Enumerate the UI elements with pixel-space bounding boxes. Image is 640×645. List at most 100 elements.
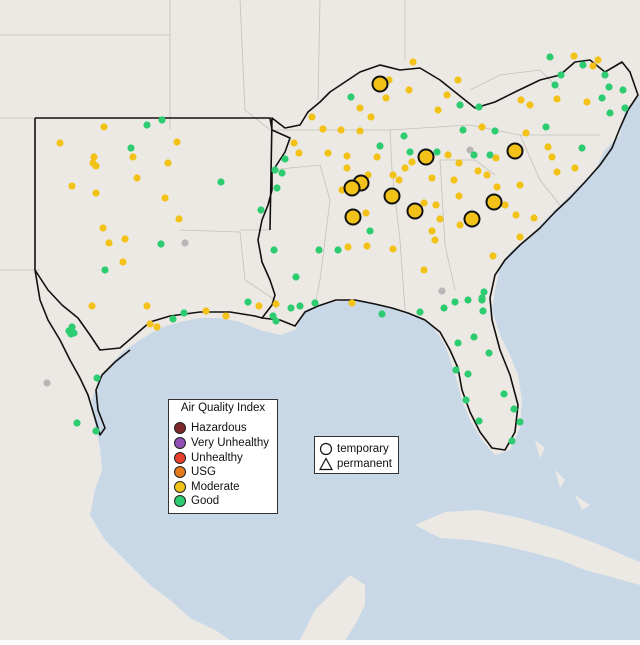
good-monitor[interactable] <box>480 288 488 296</box>
good-monitor[interactable] <box>508 437 516 445</box>
moderate-monitor[interactable] <box>483 171 491 179</box>
moderate-monitor[interactable] <box>99 224 107 232</box>
moderate-monitor[interactable] <box>153 323 161 331</box>
good-monitor[interactable] <box>486 151 494 159</box>
good-monitor[interactable] <box>598 94 606 102</box>
good-monitor[interactable] <box>378 310 386 318</box>
good-monitor[interactable] <box>281 155 289 163</box>
moderate-monitor[interactable] <box>68 182 76 190</box>
moderate-monitor[interactable] <box>344 243 352 251</box>
temporary-moderate-monitor[interactable] <box>344 208 362 226</box>
no-data-monitor[interactable] <box>181 239 189 247</box>
moderate-monitor[interactable] <box>450 176 458 184</box>
moderate-monitor[interactable] <box>324 149 332 157</box>
moderate-monitor[interactable] <box>420 199 428 207</box>
good-monitor[interactable] <box>606 109 614 117</box>
good-monitor[interactable] <box>601 71 609 79</box>
good-monitor[interactable] <box>244 298 252 306</box>
moderate-monitor[interactable] <box>428 227 436 235</box>
good-monitor[interactable] <box>157 240 165 248</box>
moderate-monitor[interactable] <box>92 189 100 197</box>
moderate-monitor[interactable] <box>255 302 263 310</box>
temporary-moderate-monitor[interactable] <box>463 210 481 228</box>
good-monitor[interactable] <box>478 294 486 302</box>
moderate-monitor[interactable] <box>272 300 280 308</box>
moderate-monitor[interactable] <box>553 95 561 103</box>
moderate-monitor[interactable] <box>526 101 534 109</box>
moderate-monitor[interactable] <box>436 215 444 223</box>
good-monitor[interactable] <box>551 81 559 89</box>
good-monitor[interactable] <box>334 246 342 254</box>
good-monitor[interactable] <box>127 144 135 152</box>
good-monitor[interactable] <box>619 86 627 94</box>
moderate-monitor[interactable] <box>56 139 64 147</box>
moderate-monitor[interactable] <box>492 154 500 162</box>
moderate-monitor[interactable] <box>432 201 440 209</box>
good-monitor[interactable] <box>500 390 508 398</box>
moderate-monitor[interactable] <box>92 162 100 170</box>
moderate-monitor[interactable] <box>434 106 442 114</box>
moderate-monitor[interactable] <box>516 233 524 241</box>
good-monitor[interactable] <box>491 127 499 135</box>
moderate-monitor[interactable] <box>100 123 108 131</box>
moderate-monitor[interactable] <box>343 164 351 172</box>
moderate-monitor[interactable] <box>553 168 561 176</box>
moderate-monitor[interactable] <box>389 171 397 179</box>
moderate-monitor[interactable] <box>571 164 579 172</box>
moderate-monitor[interactable] <box>455 192 463 200</box>
moderate-monitor[interactable] <box>478 123 486 131</box>
good-monitor[interactable] <box>470 333 478 341</box>
moderate-monitor[interactable] <box>356 127 364 135</box>
good-monitor[interactable] <box>311 299 319 307</box>
good-monitor[interactable] <box>273 184 281 192</box>
moderate-monitor[interactable] <box>319 125 327 133</box>
good-monitor[interactable] <box>433 148 441 156</box>
moderate-monitor[interactable] <box>456 221 464 229</box>
moderate-monitor[interactable] <box>455 159 463 167</box>
good-monitor[interactable] <box>454 339 462 347</box>
moderate-monitor[interactable] <box>382 94 390 102</box>
good-monitor[interactable] <box>459 126 467 134</box>
good-monitor[interactable] <box>169 315 177 323</box>
moderate-monitor[interactable] <box>389 245 397 253</box>
good-monitor[interactable] <box>217 178 225 186</box>
good-monitor[interactable] <box>510 405 518 413</box>
good-monitor[interactable] <box>292 273 300 281</box>
good-monitor[interactable] <box>542 123 550 131</box>
moderate-monitor[interactable] <box>362 209 370 217</box>
good-monitor[interactable] <box>68 323 76 331</box>
moderate-monitor[interactable] <box>420 266 428 274</box>
moderate-monitor[interactable] <box>363 242 371 250</box>
moderate-monitor[interactable] <box>308 113 316 121</box>
good-monitor[interactable] <box>315 246 323 254</box>
good-monitor[interactable] <box>578 144 586 152</box>
good-monitor[interactable] <box>546 53 554 61</box>
good-monitor[interactable] <box>479 307 487 315</box>
moderate-monitor[interactable] <box>202 307 210 315</box>
moderate-monitor[interactable] <box>583 98 591 106</box>
moderate-monitor[interactable] <box>428 174 436 182</box>
good-monitor[interactable] <box>143 121 151 129</box>
moderate-monitor[interactable] <box>454 76 462 84</box>
good-monitor[interactable] <box>464 370 472 378</box>
good-monitor[interactable] <box>101 266 109 274</box>
good-monitor[interactable] <box>73 419 81 427</box>
good-monitor[interactable] <box>416 308 424 316</box>
moderate-monitor[interactable] <box>143 302 151 310</box>
moderate-monitor[interactable] <box>443 91 451 99</box>
moderate-monitor[interactable] <box>444 151 452 159</box>
good-monitor[interactable] <box>452 366 460 374</box>
moderate-monitor[interactable] <box>164 159 172 167</box>
good-monitor[interactable] <box>366 227 374 235</box>
no-data-monitor[interactable] <box>438 287 446 295</box>
moderate-monitor[interactable] <box>530 214 538 222</box>
moderate-monitor[interactable] <box>337 126 345 134</box>
good-monitor[interactable] <box>605 83 613 91</box>
good-monitor[interactable] <box>440 304 448 312</box>
moderate-monitor[interactable] <box>516 181 524 189</box>
moderate-monitor[interactable] <box>343 152 351 160</box>
moderate-monitor[interactable] <box>401 164 409 172</box>
temporary-moderate-monitor[interactable] <box>383 187 401 205</box>
good-monitor[interactable] <box>376 142 384 150</box>
moderate-monitor[interactable] <box>570 52 578 60</box>
